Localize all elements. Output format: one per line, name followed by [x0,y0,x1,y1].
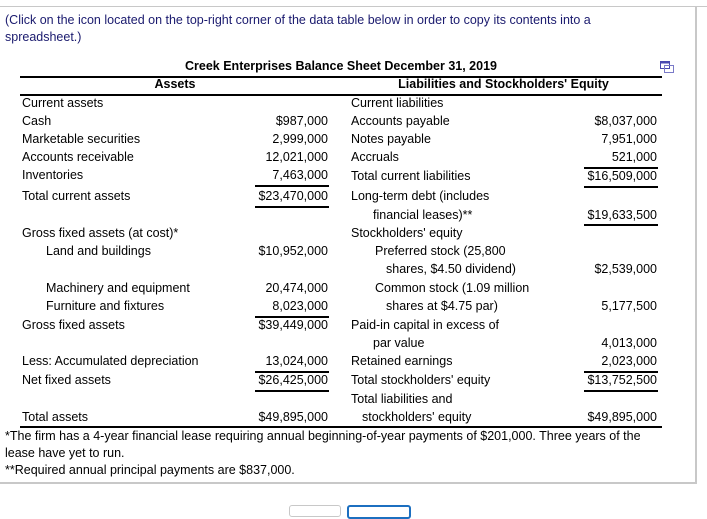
liability-label: Notes payable [351,132,431,146]
liability-label: Total stockholders' equity [351,373,491,387]
asset-value: 20,474,000 [265,281,328,295]
title-rule [20,76,662,78]
liability-value: $49,895,000 [587,410,657,424]
total-rule [584,390,658,392]
liability-label: Accounts payable [351,114,450,128]
liability-value: 4,013,000 [601,336,657,350]
asset-value: 2,999,000 [272,132,328,146]
asset-label: Machinery and equipment [46,281,190,295]
copy-to-spreadsheet-icon[interactable] [660,61,674,73]
table-bottom-rule [20,426,662,428]
asset-label: Accounts receivable [22,150,134,164]
asset-label: Gross fixed assets [22,318,125,332]
asset-value: $987,000 [275,114,328,128]
liability-value: $2,539,000 [594,262,657,276]
total-rule [255,390,329,392]
subtotal-rule [255,185,329,187]
instruction-text: (Click on the icon located on the top-ri… [5,13,591,44]
liability-value: $13,752,500 [587,373,657,387]
liability-label: par value [373,336,425,350]
liability-value: 521,000 [611,150,657,164]
total-rule [584,186,658,188]
liabilities-header: Liabilities and Stockholders' Equity [398,77,609,91]
liability-label: Preferred stock (25,800 [375,244,506,258]
asset-value: $10,952,000 [258,244,328,258]
liability-label: Stockholders' equity [351,226,463,240]
liability-value: $8,037,000 [594,114,657,128]
subtotal-rule [584,167,658,169]
liability-label: Long-term debt (includes [351,189,490,203]
asset-label: Marketable securities [22,132,141,146]
asset-value: $49,895,000 [258,410,328,424]
liability-label: Current liabilities [351,96,444,110]
liability-label: Total current liabilities [351,169,471,183]
asset-label: Furniture and fixtures [46,299,165,313]
header-rule [20,94,662,96]
liability-label: Retained earnings [351,354,453,368]
asset-label: Current assets [22,96,104,110]
asset-value: 7,463,000 [272,168,328,182]
total-rule [584,224,658,226]
asset-label: Total assets [22,410,89,424]
asset-value: $39,449,000 [258,318,328,332]
liability-label: stockholders' equity [362,410,472,424]
liability-value: $19,633,500 [587,208,657,222]
liability-value: 7,951,000 [601,132,657,146]
table-title: Creek Enterprises Balance Sheet December… [185,59,497,73]
liability-label: Accruals [351,150,399,164]
top-divider [0,6,707,7]
asset-value: 13,024,000 [265,354,328,368]
asset-label: Net fixed assets [22,373,111,387]
subtotal-rule [255,371,329,373]
asset-label: Land and buildings [46,244,151,258]
asset-label: Total current assets [22,189,131,203]
asset-label: Gross fixed assets (at cost)* [22,226,179,240]
footnote-lease: *The firm has a 4-year financial lease r… [5,429,641,460]
asset-label: Inventories [22,168,84,182]
secondary-button[interactable] [289,505,341,517]
liability-label: Total liabilities and [351,392,453,406]
primary-button[interactable] [347,505,411,519]
asset-label: Less: Accumulated depreciation [22,354,199,368]
liability-label: financial leases)** [373,208,473,222]
liability-label: Paid-in capital in excess of [351,318,499,332]
asset-value: $26,425,000 [258,373,328,387]
liability-value: 2,023,000 [601,354,657,368]
liability-label: shares at $4.75 par) [386,299,498,313]
total-rule [255,206,329,208]
asset-value: $23,470,000 [258,189,328,203]
liability-label: Common stock (1.09 million [375,281,530,295]
data-table-panel [0,6,697,484]
assets-header: Assets [154,77,196,91]
footnote-principal: **Required annual principal payments are… [5,463,295,477]
subtotal-rule [584,371,658,373]
liability-label: shares, $4.50 dividend) [386,262,516,276]
subtotal-rule [255,316,329,318]
asset-value: 12,021,000 [265,150,328,164]
asset-label: Cash [22,114,52,128]
liability-value: 5,177,500 [601,299,657,313]
liability-value: $16,509,000 [587,169,657,183]
asset-value: 8,023,000 [272,299,328,313]
